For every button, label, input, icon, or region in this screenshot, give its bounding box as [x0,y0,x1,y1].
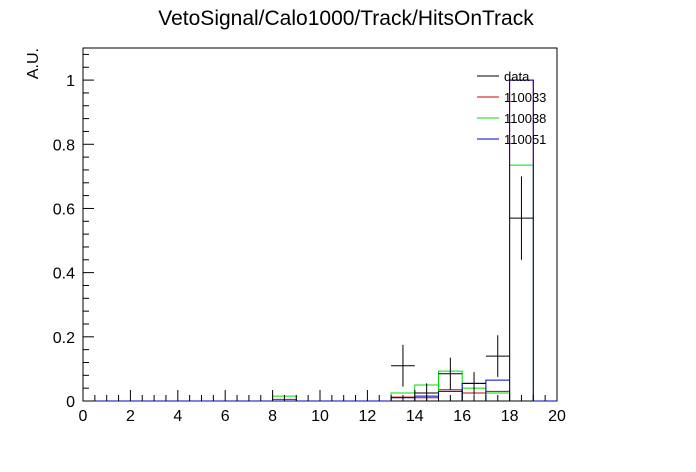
series-data [391,176,534,401]
x-tick-label: 12 [359,408,377,425]
legend-label-110033: 110033 [504,90,546,105]
x-tick-label: 18 [501,408,519,425]
x-tick-label: 8 [268,408,277,425]
x-tick-label: 4 [173,408,182,425]
legend-label-110038: 110038 [504,111,546,126]
y-tick-label: 0.6 [53,201,75,218]
plot-frame [82,47,558,402]
x-tick-label: 6 [221,408,230,425]
series-110033 [83,79,557,402]
legend: data 110033 110038 110051 [477,69,546,147]
y-tick-label: 0 [66,394,75,411]
y-tick-label: 0.4 [53,266,75,283]
x-tick-label: 0 [79,408,88,425]
y-axis-label: A.U. [25,48,42,79]
series-110038 [83,164,557,402]
y-tick-label: 0.2 [53,330,75,347]
x-tick-label: 10 [311,408,329,425]
histogram-line [83,79,557,402]
x-tick-label: 16 [453,408,471,425]
histogram-line [83,164,557,402]
histogram-line [83,79,557,402]
legend-label-110051: 110051 [504,132,546,147]
x-tick-label: 2 [126,408,135,425]
y-tick-label: 0.8 [53,137,75,154]
chart-title: VetoSignal/Calo1000/Track/HitsOnTrack [158,7,534,30]
series-110051 [83,79,557,402]
x-tick-label: 14 [406,408,424,425]
x-tick-label: 20 [548,408,566,425]
legend-label-data: data [504,69,530,84]
y-tick-label: 1 [66,73,75,90]
